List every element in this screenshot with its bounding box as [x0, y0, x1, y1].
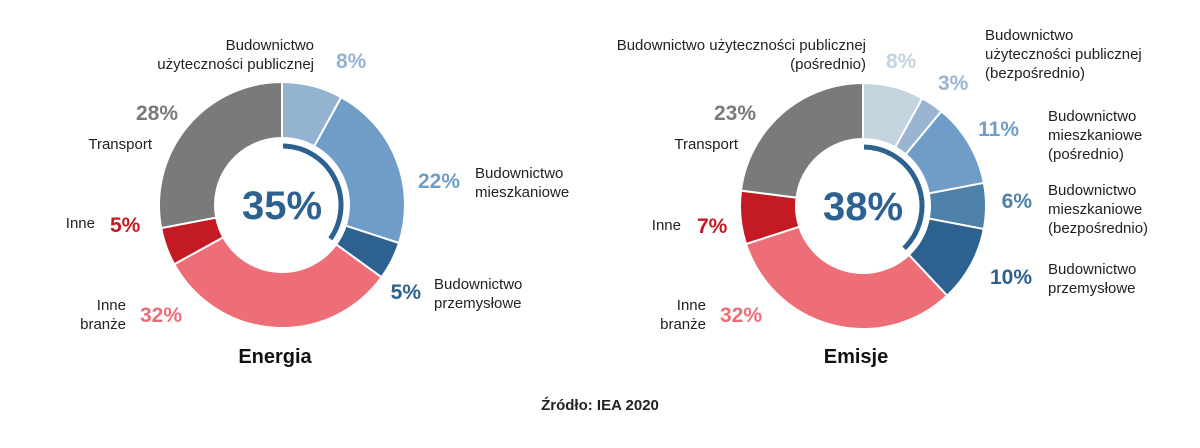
- slice-6: [744, 225, 949, 330]
- slice-label: Budownictwo użyteczności publicznej (pośr…: [617, 37, 866, 73]
- value-label: 10%: [990, 266, 1032, 289]
- slice-6: [158, 80, 283, 230]
- value-label: 11%: [978, 118, 1019, 141]
- center-percentage: 38%: [823, 185, 903, 229]
- slice-label: Inne branże: [660, 297, 706, 333]
- slice-label: Budownictwo użyteczności publicznej: [157, 37, 314, 73]
- slice-label: Budownictwo mieszkaniowe (pośrednio): [1048, 108, 1142, 163]
- source-note: Źródło: IEA 2020: [541, 397, 659, 414]
- slice-label: Transport: [88, 136, 152, 153]
- slice-label: Budownictwo użyteczności publicznej (bezpo…: [985, 27, 1142, 82]
- value-label: 8%: [336, 50, 367, 73]
- building-share-arc: [863, 144, 925, 251]
- value-label: 28%: [136, 102, 178, 125]
- value-label: 23%: [714, 102, 756, 125]
- slice-label: Inne: [66, 215, 95, 232]
- slice-4: [172, 235, 383, 329]
- value-label: 6%: [1002, 190, 1033, 213]
- slice-label: Budownictwo mieszkaniowe: [475, 165, 569, 201]
- value-label: 22%: [418, 170, 460, 193]
- value-label: 3%: [938, 72, 969, 95]
- emisje-donut-chart: Budownictwo użyteczności publicznej (pośr…: [617, 27, 1148, 368]
- slice-label: Inne branże: [80, 297, 126, 333]
- center-percentage: 35%: [242, 184, 322, 228]
- value-label: 5%: [110, 214, 141, 237]
- slice-label: Budownictwo mieszkaniowe (bezpośrednio): [1048, 182, 1148, 237]
- slice-label: Transport: [674, 136, 738, 153]
- slice-label: Budownictwo przemysłowe: [1048, 261, 1136, 297]
- value-label: 8%: [886, 50, 917, 73]
- value-label: 7%: [697, 215, 728, 238]
- energia-donut-chart: Budownictwo użyteczności publicznej 8% Budo…: [66, 37, 569, 368]
- slice-label: Inne: [652, 217, 681, 234]
- value-label: 32%: [140, 304, 182, 327]
- chart-title: Emisje: [824, 346, 888, 368]
- slice-label: Budownictwo przemysłowe: [434, 276, 522, 312]
- slice-2: [312, 95, 406, 245]
- value-label: 5%: [391, 281, 422, 304]
- building-share-arc: [282, 143, 344, 241]
- slice-8: [739, 81, 864, 199]
- chart-title: Energia: [238, 346, 312, 368]
- value-label: 32%: [720, 304, 762, 327]
